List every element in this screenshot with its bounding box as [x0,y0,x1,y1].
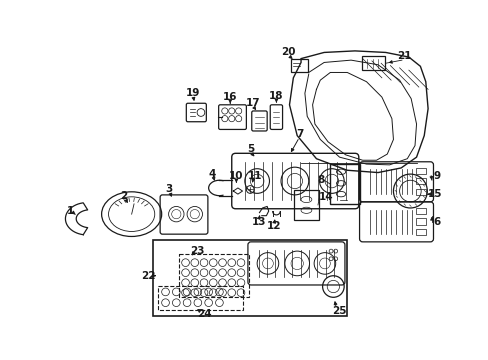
Text: 1: 1 [66,206,74,216]
Text: 8: 8 [317,175,324,185]
Text: 16: 16 [223,92,237,102]
Text: 3: 3 [164,184,172,194]
Text: 10: 10 [229,171,243,181]
Text: 7: 7 [295,129,303,139]
Text: 19: 19 [185,88,200,98]
Text: 4: 4 [207,169,215,179]
Text: 17: 17 [245,98,260,108]
Text: 2: 2 [120,191,127,201]
Text: 18: 18 [268,91,283,100]
Text: 12: 12 [266,221,281,231]
Text: 13: 13 [251,217,265,227]
Text: 15: 15 [427,189,441,199]
Text: 5: 5 [247,144,254,154]
Text: 11: 11 [247,171,262,181]
Text: 23: 23 [189,246,204,256]
Text: 22: 22 [141,271,156,281]
Text: 25: 25 [332,306,346,316]
Text: 14: 14 [318,192,332,202]
Text: 24: 24 [197,309,212,319]
Text: 20: 20 [281,48,295,58]
Text: 21: 21 [396,50,410,60]
Text: 9: 9 [432,171,439,181]
Text: 6: 6 [432,217,439,227]
